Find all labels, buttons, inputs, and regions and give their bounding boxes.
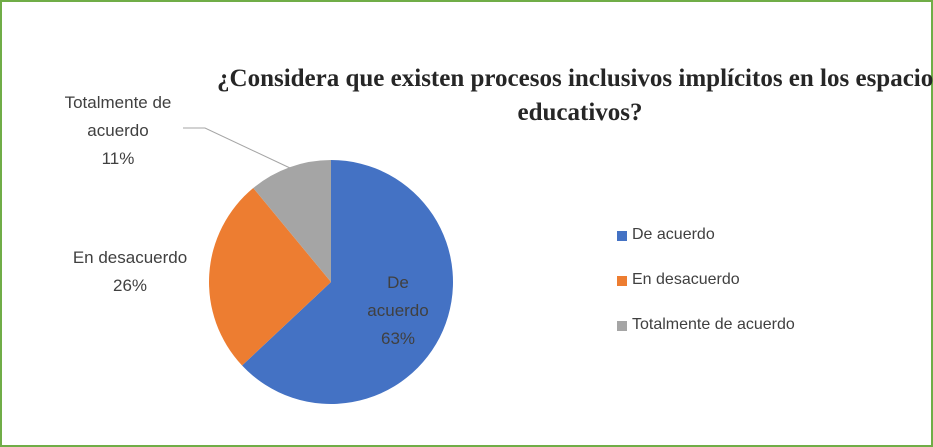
legend-swatch [617,276,627,286]
category-label: Totalmente de acuerdo [64,93,172,140]
category-label: En desacuerdo [72,248,188,267]
legend-swatch [617,321,627,331]
value-label: 26% [112,276,148,295]
category-label: De acuerdo [367,273,429,320]
legend-label: En desacuerdo [632,271,740,288]
pie-slice [253,160,331,282]
pie-slice [242,160,454,404]
leader-line [183,127,291,169]
slice-label: De acuerdo 63% [348,269,448,353]
legend-swatch [617,231,627,241]
slice-label: En desacuerdo 26% [50,244,210,300]
pie-slice [209,187,331,366]
value-label: 63% [380,329,416,348]
value-label: 11% [101,149,135,168]
slice-label: Totalmente de acuerdo 11% [60,89,176,173]
legend-label: De acuerdo [632,226,715,243]
chart-title: ¿Considera que existen procesos inclusiv… [217,65,933,126]
legend-label: Totalmente de acuerdo [632,316,795,333]
